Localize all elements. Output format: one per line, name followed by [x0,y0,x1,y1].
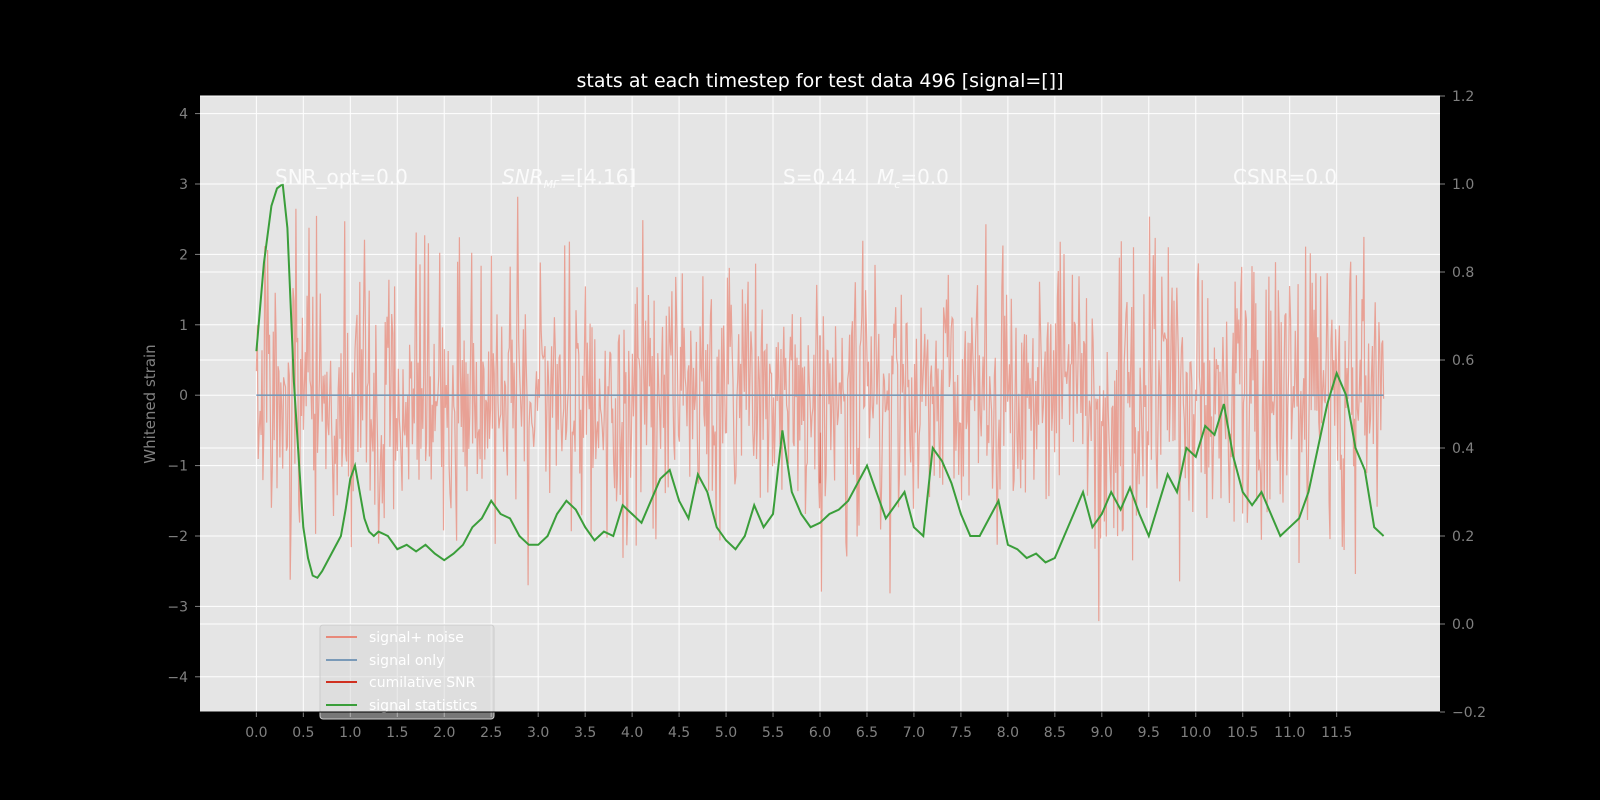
y-tick-label: 0 [179,388,188,404]
annotation-mc: Mc=0.0 [877,165,949,191]
x-tick-label: 2.5 [480,725,502,741]
annotation-mc-label: M [877,165,894,189]
y2-tick-label: 0.4 [1452,441,1474,457]
annotations: SNR_opt=0.0 SNRMF=[4.16] S=0.44 Mc=0.0 C… [275,165,1337,191]
legend-label-signal-statistics: signal statistics [369,698,477,714]
x-tick-label: 7.0 [903,725,925,741]
y2-ticks: 1.2 1.0 0.8 0.6 0.4 0.2 0.0 −0.2 [1440,89,1486,721]
y2-tick-label: 1.2 [1452,89,1474,105]
y-ticks: 4 3 2 1 0 −1 −2 −3 −4 [167,107,200,686]
x-ticks: 0.0 0.5 1.0 1.5 2.0 2.5 3.0 3.5 4.0 4.5 5.0 5.5 6.0 6… [245,712,1352,741]
annotation-mc-value: =0.0 [900,165,949,189]
annotation-mc-sub: c [894,178,900,191]
y-tick-label: −2 [167,529,188,545]
annotation-snr-mf-value: =[4.16] [559,165,636,189]
x-tick-label: 10.5 [1227,725,1258,741]
x-tick-label: 11.0 [1274,725,1305,741]
annotation-snr-mf: SNRMF=[4.16] [502,165,636,191]
x-tick-label: 3.5 [574,725,596,741]
x-tick-label: 0.5 [292,725,314,741]
x-tick-label: 2.0 [433,725,455,741]
y-axis-label: Whitened strain [141,344,159,463]
x-tick-label: 4.5 [668,725,690,741]
x-tick-label: 3.0 [527,725,549,741]
x-tick-label: 7.5 [950,725,972,741]
annotation-snr-opt: SNR_opt=0.0 [275,165,408,189]
series-signal-statistics [255,182,1385,580]
x-tick-label: 6.0 [809,725,831,741]
x-tick-label: 11.5 [1321,725,1352,741]
y-tick-label: −3 [167,599,188,615]
legend-box [319,624,495,720]
y2-tick-label: 1.0 [1452,177,1474,193]
y-tick-label: 1 [179,318,188,334]
x-tick-label: 6.5 [856,725,878,741]
y-tick-label: 2 [179,247,188,263]
legend-label-signal-only: signal only [369,653,444,669]
annotation-snr-mf-sub: MF [544,178,560,191]
legend-label-cumilative-snr: cumilative SNR [369,675,476,691]
legend-label-signal-plus-noise: signal+ noise [369,630,464,646]
y2-tick-label: 0.0 [1452,617,1474,633]
x-tick-label: 0.0 [245,725,267,741]
y-tick-label: 4 [179,107,188,123]
x-tick-label: 1.5 [386,725,408,741]
x-tick-label: 10.0 [1180,725,1211,741]
x-tick-label: 9.0 [1091,725,1113,741]
y-tick-label: −4 [167,670,188,686]
x-tick-label: 1.0 [339,725,361,741]
x-tick-label: 4.0 [621,725,643,741]
y2-tick-label: 0.8 [1452,265,1474,281]
y2-tick-label: −0.2 [1452,705,1486,721]
annotation-s: S=0.44 [783,165,857,189]
legend: signal+ noise signal only cumilative SNR… [319,624,495,720]
y2-tick-label: 0.6 [1452,353,1474,369]
x-tick-label: 8.5 [1044,725,1066,741]
y-tick-label: −1 [167,459,188,475]
annotation-csnr: CSNR=0.0 [1233,165,1337,189]
chart-title: stats at each timestep for test data 496… [576,70,1063,92]
annotation-snr-mf-label: SNR [502,165,544,189]
x-tick-label: 9.5 [1138,725,1160,741]
y2-tick-label: 0.2 [1452,529,1474,545]
x-tick-label: 8.0 [997,725,1019,741]
x-tick-label: 5.5 [762,725,784,741]
signal-statistics-line [255,182,1385,580]
x-tick-label: 5.0 [715,725,737,741]
y-tick-label: 3 [179,177,188,193]
